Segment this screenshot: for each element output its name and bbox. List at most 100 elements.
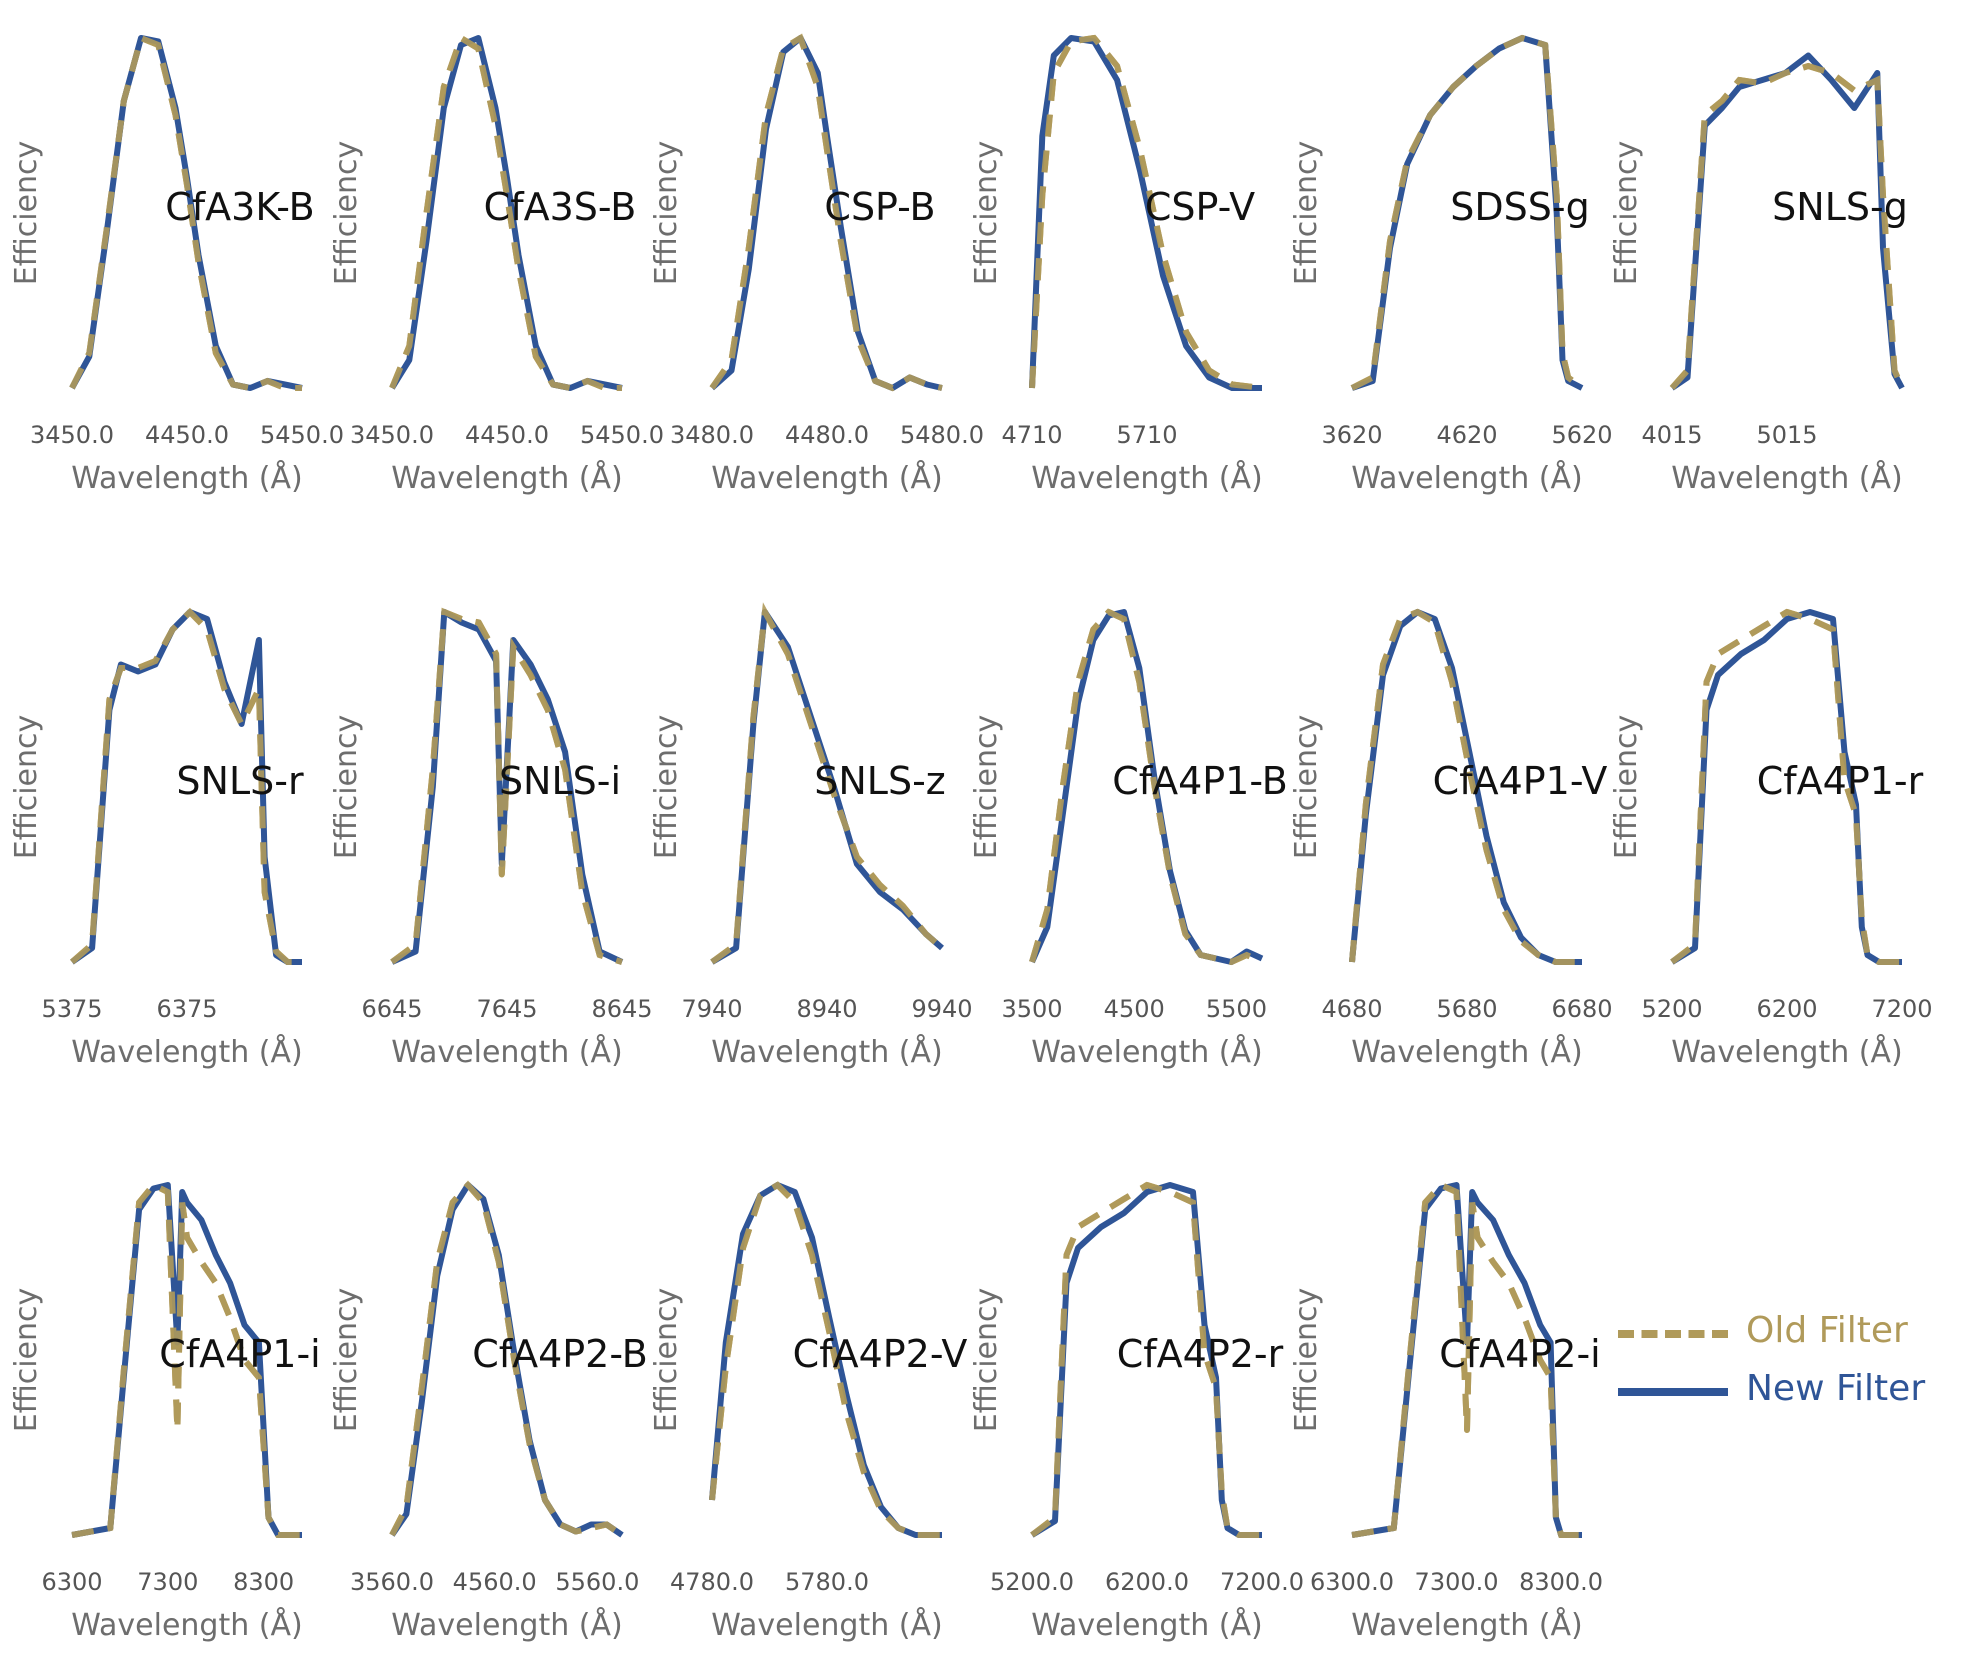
subplot-cfa4p1-b: CfA4P1-B Efficiency 3500 4500 5500 Wavelength… (969, 608, 1288, 1070)
x-axis-label: Wavelength (Å) (1671, 460, 1902, 496)
y-axis-label: Efficiency (969, 1288, 1004, 1433)
y-axis-label: Efficiency (329, 141, 364, 286)
subplot-title: CfA4P1-i (159, 1332, 320, 1376)
x-tick-label: 6375 (156, 995, 217, 1023)
x-axis-label: Wavelength (Å) (1351, 460, 1582, 496)
subplot-title: CSP-V (1145, 185, 1255, 229)
subplot-title: CfA4P2-i (1439, 1332, 1600, 1376)
subplot-title: CfA4P2-B (472, 1332, 648, 1376)
x-tick-label: 6300 (41, 1568, 102, 1596)
subplot-title: CfA3K-B (165, 185, 314, 229)
x-tick-label: 8940 (796, 995, 857, 1023)
x-tick-label: 8300 (233, 1568, 294, 1596)
subplot-title: SNLS-r (176, 759, 304, 803)
x-tick-label: 5450.0 (580, 421, 664, 449)
x-axis-label: Wavelength (Å) (711, 460, 942, 496)
x-tick-label: 6300.0 (1310, 1568, 1394, 1596)
x-tick-label: 6200.0 (1105, 1568, 1189, 1596)
x-tick-label: 3560.0 (350, 1568, 434, 1596)
x-tick-label: 5450.0 (260, 421, 344, 449)
subplot-title: CfA4P1-r (1757, 759, 1924, 803)
legend-entry-new: New Filter (1618, 1366, 1948, 1416)
subplot-title: CfA3S-B (484, 185, 637, 229)
x-axis-label: Wavelength (Å) (1031, 1034, 1262, 1070)
old-filter-line-overlay (1351, 1181, 1582, 1538)
x-tick-label: 9940 (911, 995, 972, 1023)
legend: Old Filter New Filter (1618, 1290, 1948, 1420)
subplot-snls-z: SNLS-z Efficiency 7940 8940 9940 Wavelength (… (649, 602, 973, 1070)
y-axis-label: Efficiency (649, 715, 684, 860)
subplot-title: SNLS-z (814, 759, 946, 803)
x-tick-label: 7645 (476, 995, 537, 1023)
x-tick-label: 5480.0 (900, 421, 984, 449)
x-tick-label: 3620 (1321, 421, 1382, 449)
subplot-cfa4p1-i: CfA4P1-i Efficiency 6300 7300 8300 Wavelength… (9, 1181, 321, 1643)
x-tick-label: 3450.0 (30, 421, 114, 449)
x-tick-label: 4560.0 (453, 1568, 537, 1596)
x-tick-label: 7940 (681, 995, 742, 1023)
x-tick-label: 4680 (1321, 995, 1382, 1023)
x-axis-label: Wavelength (Å) (711, 1034, 942, 1070)
subplot-cfa4p2-r: CfA4P2-r Efficiency 5200.0 6200.0 7200.0 Wave… (969, 1181, 1304, 1643)
x-axis-label: Wavelength (Å) (1031, 1607, 1262, 1643)
x-axis-label: Wavelength (Å) (1351, 1034, 1582, 1070)
x-axis-label: Wavelength (Å) (1351, 1607, 1582, 1643)
y-axis-label: Efficiency (9, 1288, 44, 1433)
subplot-csp-b: CSP-B Efficiency 3480.0 4480.0 5480.0 Wavelen… (649, 33, 984, 496)
old-filter-line-overlay (709, 1181, 942, 1538)
old-filter-line-overlay (69, 33, 302, 392)
subplot-snls-r: SNLS-r Efficiency 5375 6375 Wavelength (Å) (9, 607, 304, 1070)
legend-entry-old: Old Filter (1618, 1308, 1948, 1358)
x-axis-label: Wavelength (Å) (391, 1607, 622, 1643)
subplot-csp-v: CSP-V Efficiency 4710 5710 Wavelength (Å) (969, 34, 1263, 496)
legend-old-swatch (1618, 1330, 1728, 1338)
subplot-title: CfA4P2-V (793, 1332, 968, 1376)
x-tick-label: 5780.0 (785, 1568, 869, 1596)
x-tick-label: 4780.0 (670, 1568, 754, 1596)
subplot-cfa3s-b: CfA3S-B Efficiency 3450.0 4450.0 5450.0 Wavel… (329, 33, 664, 496)
old-filter-line-overlay (709, 33, 943, 392)
old-filter-line-overlay (71, 1181, 302, 1538)
subplot-title: SNLS-i (499, 759, 621, 803)
x-tick-label: 7300.0 (1415, 1568, 1499, 1596)
old-filter-line-overlay (1350, 34, 1584, 391)
old-filter-line-overlay (1030, 1181, 1262, 1538)
subplot-sdss-g: SDSS-g Efficiency 3620 4620 5620 Wavelength (… (1289, 34, 1613, 496)
y-axis-label: Efficiency (649, 1288, 684, 1433)
x-tick-label: 4450.0 (145, 421, 229, 449)
x-tick-label: 3480.0 (670, 421, 754, 449)
x-axis-label: Wavelength (Å) (391, 1034, 622, 1070)
x-axis-label: Wavelength (Å) (71, 1607, 302, 1643)
x-tick-label: 8645 (591, 995, 652, 1023)
x-tick-label: 5560.0 (555, 1568, 639, 1596)
x-axis-label: Wavelength (Å) (71, 1034, 302, 1070)
subplot-snls-g: SNLS-g Efficiency 4015 5015 Wavelength (Å) (1609, 52, 1908, 496)
y-axis-label: Efficiency (1289, 1288, 1324, 1433)
old-filter-line-overlay (70, 607, 302, 965)
y-axis-label: Efficiency (329, 715, 364, 860)
subplot-title: CfA4P2-r (1117, 1332, 1284, 1376)
old-filter-line-overlay (1029, 608, 1264, 966)
x-tick-label: 5375 (41, 995, 102, 1023)
x-tick-label: 7200 (1871, 995, 1932, 1023)
subplot-snls-i: SNLS-i Efficiency 6645 7645 8645 Wavelength (… (329, 607, 653, 1070)
subplot-title: CSP-B (824, 185, 935, 229)
x-tick-label: 4015 (1641, 421, 1702, 449)
subplot-cfa4p2-i: CfA4P2-i Efficiency 6300.0 7300.0 8300.0 Wave… (1289, 1181, 1603, 1643)
old-filter-line-overlay (389, 33, 622, 392)
subplot-title: CfA4P1-V (1433, 759, 1608, 803)
x-tick-label: 3450.0 (350, 421, 434, 449)
x-tick-label: 7300 (137, 1568, 198, 1596)
y-axis-label: Efficiency (329, 1288, 364, 1433)
old-filter-line-overlay (1669, 62, 1905, 390)
x-axis-label: Wavelength (Å) (71, 460, 302, 496)
x-tick-label: 4710 (1001, 421, 1062, 449)
subplot-cfa4p2-v: CfA4P2-V Efficiency 4780.0 5780.0 Wavelength… (649, 1181, 968, 1643)
subplot-title: SDSS-g (1450, 185, 1589, 229)
old-filter-line-overlay (1349, 608, 1582, 965)
old-filter-line-overlay (710, 602, 944, 965)
old-filter-line-overlay (1029, 34, 1263, 391)
x-tick-label: 4450.0 (465, 421, 549, 449)
subplot-cfa4p1-r: CfA4P1-r Efficiency 5200 6200 7200 Wavelength… (1609, 608, 1933, 1070)
